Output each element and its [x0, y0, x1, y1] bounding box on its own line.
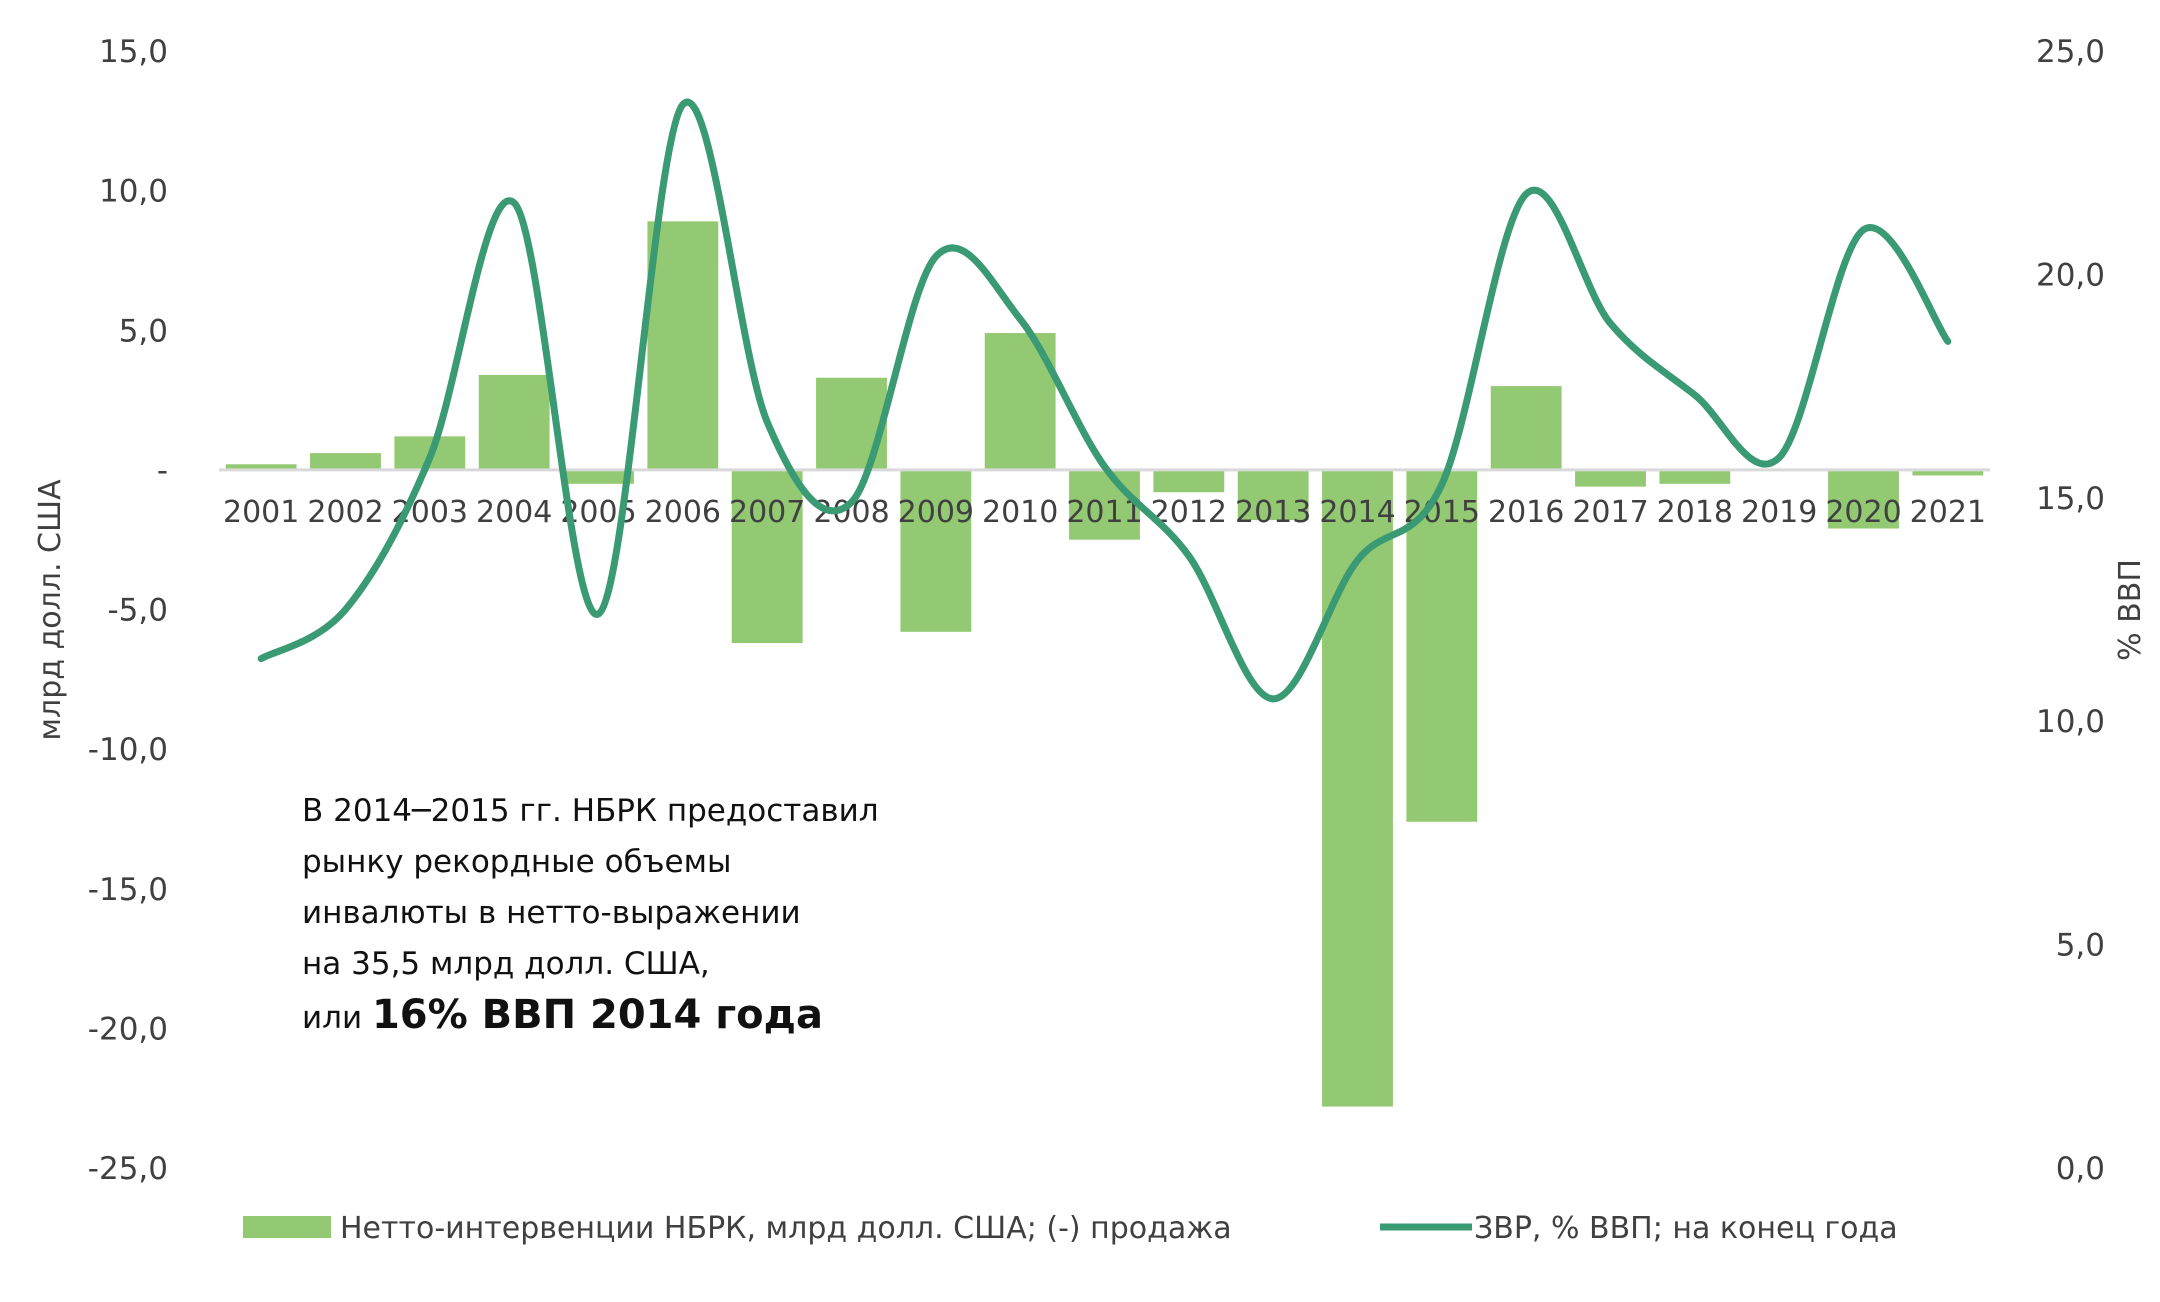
category-label: 2017: [1572, 495, 1648, 530]
left-tick-label: -20,0: [88, 1011, 168, 1047]
bars-group: [225, 221, 1984, 1107]
annotation-prefix: или: [302, 1000, 363, 1036]
right-tick-label: 20,0: [2036, 257, 2105, 293]
left-tick-label: -15,0: [88, 872, 168, 908]
annotation-line: рынку рекордные объемы: [302, 844, 732, 880]
category-label: 2006: [645, 495, 721, 530]
bar-2020: [1828, 469, 1899, 529]
category-label: 2021: [1910, 495, 1986, 530]
category-label: 2007: [729, 495, 805, 530]
bar-2013: [1237, 469, 1309, 521]
bar-2012: [1153, 469, 1225, 493]
right-tick-label: 0,0: [2056, 1151, 2105, 1187]
annotation-highlight: 16% ВВП 2014 года: [371, 992, 823, 1038]
annotation-line: на 35,5 млрд долл. США,: [302, 946, 710, 982]
bar-2006: [647, 221, 719, 470]
category-label: 2001: [223, 495, 299, 530]
annotation-line: инвалюты в нетто-выражении: [302, 895, 801, 931]
right-axis-label: % ВВП: [2113, 559, 2148, 661]
bar-2002: [310, 453, 381, 470]
left-tick-label: -10,0: [88, 732, 168, 768]
category-label: 2004: [476, 495, 552, 530]
bar-2011: [1069, 469, 1140, 540]
bar-2015: [1406, 469, 1478, 822]
legend: Нетто-интервенции НБРК, млрд долл. США; …: [243, 1211, 1898, 1246]
bar-2007: [731, 469, 803, 644]
left-tick-label: 5,0: [119, 313, 168, 349]
category-label: 2009: [898, 495, 974, 530]
left-tick-label: -5,0: [108, 593, 169, 629]
legend-bar-label: Нетто-интервенции НБРК, млрд долл. США; …: [340, 1211, 1232, 1246]
category-labels: 2001 2002 2003 2004 2005 2006 2007 2008 2009 2010…: [223, 495, 1986, 530]
annotation-line: или 16% ВВП 2014 года: [302, 990, 879, 1044]
annotation: В 2014─2015 гг. НБРК предоставил рынку р…: [302, 786, 879, 1044]
right-tick-label: 15,0: [2036, 481, 2105, 517]
bar-2001: [225, 464, 297, 470]
bar-2009: [900, 469, 972, 632]
category-label: 2020: [1825, 495, 1901, 530]
bar-2004: [478, 374, 550, 470]
bar-2014: [1322, 469, 1393, 1107]
left-tick-label: -25,0: [88, 1151, 168, 1187]
bar-2018: [1659, 469, 1731, 484]
category-label: 2014: [1319, 495, 1395, 530]
left-tick-label: 10,0: [99, 174, 168, 210]
bar-2021: [1912, 469, 1984, 476]
left-axis-ticks: 15,0 10,0 5,0 - -5,0 -10,0 -15,0 -20,0 -25,0: [88, 34, 168, 1187]
category-label: 2002: [307, 495, 383, 530]
category-label: 2019: [1741, 495, 1817, 530]
left-axis-label: млрд долл. США: [33, 479, 68, 741]
right-axis-ticks: 25,0 20,0 15,0 10,0 5,0 0,0: [2036, 34, 2105, 1187]
right-tick-label: 25,0: [2036, 34, 2105, 70]
legend-bar-swatch: [243, 1216, 331, 1238]
left-tick-label: -: [157, 453, 168, 489]
bar-2005: [563, 469, 634, 484]
reserves-line: [257, 98, 1952, 703]
annotation-line: В 2014─2015 гг. НБРК предоставил: [302, 793, 879, 829]
legend-line-label: ЗВР, % ВВП; на конец года: [1474, 1211, 1898, 1246]
category-label: 2018: [1657, 495, 1733, 530]
category-label: 2016: [1488, 495, 1564, 530]
bar-2017: [1575, 469, 1646, 487]
category-label: 2010: [982, 495, 1058, 530]
bar-2016: [1490, 386, 1562, 470]
left-tick-label: 15,0: [99, 34, 168, 70]
right-tick-label: 5,0: [2056, 928, 2105, 964]
right-tick-label: 10,0: [2036, 704, 2105, 740]
category-label: 2013: [1235, 495, 1311, 530]
